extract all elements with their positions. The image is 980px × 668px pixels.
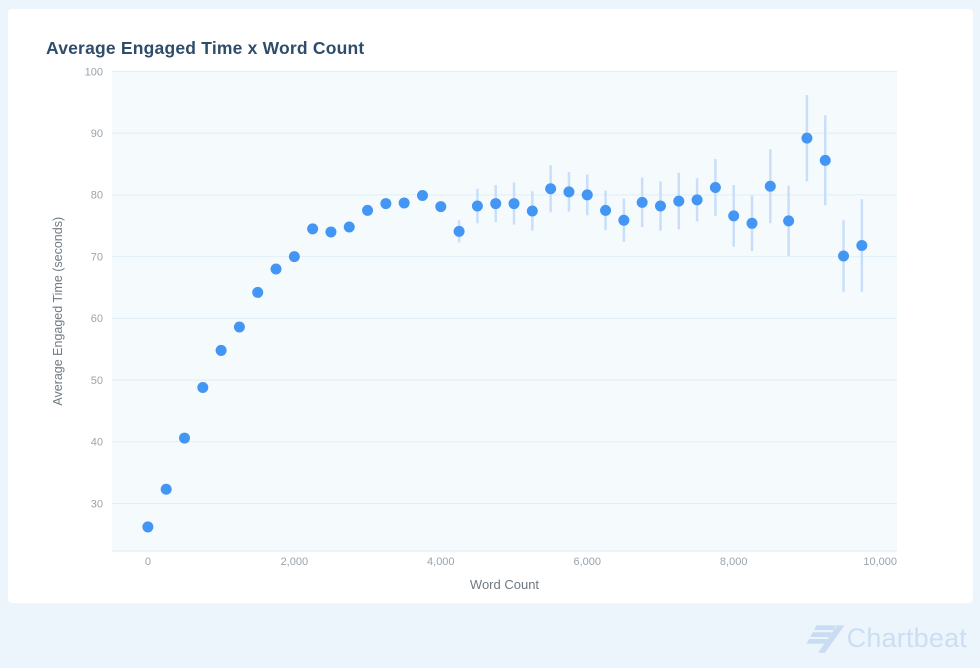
data-point <box>288 251 300 263</box>
chartbeat-logo: Chartbeat <box>806 618 967 658</box>
data-point <box>398 197 410 209</box>
data-point <box>270 263 282 275</box>
y-tick-label: 100 <box>85 66 103 78</box>
data-point <box>764 180 776 192</box>
data-point <box>215 344 227 356</box>
data-point <box>435 201 447 213</box>
x-tick-label: 10,000 <box>863 556 897 568</box>
data-point <box>581 189 593 201</box>
data-point <box>600 204 612 216</box>
data-point <box>618 214 630 226</box>
data-point <box>838 250 850 262</box>
y-tick-label: 90 <box>91 128 103 140</box>
data-point <box>819 154 831 166</box>
data-point <box>709 182 721 194</box>
data-point <box>178 432 190 444</box>
data-point <box>233 321 245 333</box>
data-point <box>563 186 575 198</box>
x-tick-label: 0 <box>145 556 151 568</box>
data-point <box>801 132 813 144</box>
x-tick-label: 6,000 <box>573 556 601 568</box>
data-point <box>691 194 703 206</box>
data-point <box>343 221 355 233</box>
data-point <box>160 483 172 495</box>
y-tick-label: 60 <box>91 313 103 325</box>
data-point <box>380 198 392 210</box>
data-point <box>471 200 483 212</box>
y-tick-label: 80 <box>91 190 103 202</box>
data-point <box>783 215 795 227</box>
data-point <box>142 521 154 533</box>
data-point <box>307 223 319 235</box>
data-point <box>728 210 740 222</box>
y-tick-label: 70 <box>91 251 103 263</box>
y-tick-label: 30 <box>91 498 103 510</box>
data-point <box>526 205 538 217</box>
y-axis-title: Average Engaged Time (seconds) <box>51 217 65 406</box>
data-point <box>654 200 666 212</box>
y-tick-label: 40 <box>91 437 103 449</box>
x-axis-title: Word Count <box>470 577 540 592</box>
x-tick-label: 2,000 <box>281 556 309 568</box>
data-point <box>197 381 209 393</box>
data-point <box>325 226 337 238</box>
data-point <box>490 198 502 210</box>
chartbeat-wordmark: Chartbeat <box>846 623 967 653</box>
data-point <box>636 196 648 208</box>
chartbeat-icon <box>806 625 845 653</box>
data-point <box>252 286 264 298</box>
data-point <box>746 217 758 229</box>
x-tick-label: 8,000 <box>720 556 748 568</box>
data-point <box>416 190 428 202</box>
x-tick-label: 4,000 <box>427 556 455 568</box>
y-tick-label: 50 <box>91 375 103 387</box>
data-point <box>856 240 868 252</box>
chartbeat-icon-shapes <box>806 625 845 653</box>
plot-area <box>112 71 897 551</box>
data-point <box>362 204 374 216</box>
data-point <box>545 183 557 195</box>
data-point <box>508 198 520 210</box>
chart-title: Average Engaged Time x Word Count <box>46 38 365 58</box>
data-point <box>673 195 685 207</box>
data-point <box>453 225 465 237</box>
